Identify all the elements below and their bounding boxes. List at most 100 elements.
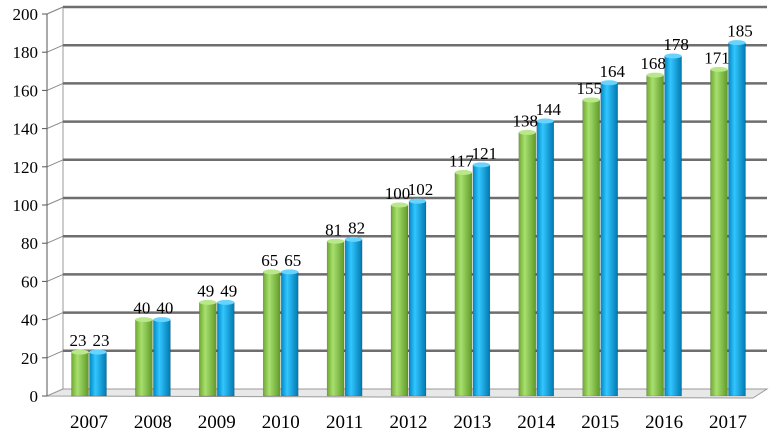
- data-label: 100: [385, 184, 411, 203]
- gridline-slant: [46, 6, 64, 15]
- gridline-slant: [46, 82, 64, 91]
- y-tick-label: 20: [21, 349, 38, 368]
- bar: [326, 241, 345, 397]
- bar-top: [153, 317, 171, 323]
- gridline-slant: [46, 197, 64, 206]
- bar-top: [199, 299, 217, 305]
- bar-top: [281, 269, 299, 275]
- data-label: 138: [513, 111, 539, 130]
- bar-top: [454, 170, 472, 176]
- bars: [71, 40, 746, 397]
- gridline-slant: [46, 44, 64, 53]
- bar: [472, 164, 491, 397]
- x-tick-label: 2010: [262, 412, 300, 433]
- gridline-slant: [46, 312, 64, 321]
- y-tick-label: 160: [13, 81, 39, 100]
- y-tick-label: 60: [21, 272, 38, 291]
- bar: [536, 120, 555, 397]
- bar-top: [710, 66, 728, 72]
- data-label: 121: [472, 144, 498, 163]
- gridline-slant: [46, 121, 64, 130]
- y-tick-label: 100: [13, 196, 39, 215]
- bar-top: [391, 202, 408, 208]
- bar-top: [409, 198, 426, 204]
- bar: [646, 74, 664, 397]
- data-label: 155: [576, 79, 602, 98]
- gridline-slant: [46, 235, 64, 244]
- x-tick-label: 2016: [645, 412, 683, 433]
- bar: [153, 319, 171, 397]
- bar: [408, 200, 427, 397]
- data-label: 81: [325, 220, 342, 239]
- bar-top: [263, 269, 281, 275]
- y-axis: 0 20 40 60 80 100 120 140 160 180 200: [13, 5, 48, 406]
- bar: [728, 42, 746, 397]
- data-label: 144: [536, 100, 562, 119]
- bar-top: [89, 349, 107, 355]
- bar-top: [728, 40, 746, 46]
- gridline-slant: [46, 350, 64, 359]
- x-tick-label: 2009: [198, 412, 236, 433]
- x-tick-label: 2011: [326, 412, 363, 433]
- y-tick-label: 120: [13, 158, 39, 177]
- data-label: 168: [640, 54, 666, 73]
- bar-top: [345, 236, 363, 242]
- x-tick-label: 2015: [581, 412, 619, 433]
- data-label: 65: [284, 251, 301, 270]
- y-tick-label: 200: [13, 5, 39, 24]
- y-tick-label: 0: [30, 387, 39, 406]
- bar-top: [518, 129, 536, 135]
- bar: [600, 82, 618, 397]
- bar: [71, 351, 89, 397]
- gridline-slant: [46, 273, 64, 282]
- data-label: 102: [408, 180, 434, 199]
- bar: [344, 239, 363, 397]
- bar-top: [472, 162, 490, 168]
- bar: [582, 99, 600, 397]
- bar: [390, 204, 409, 397]
- bar-top: [664, 53, 682, 59]
- y-tick-label: 180: [13, 43, 39, 62]
- bar-top: [600, 80, 618, 86]
- x-tick-label: 2014: [517, 412, 556, 433]
- bar: [262, 271, 281, 397]
- data-label: 49: [197, 281, 214, 300]
- data-label: 65: [261, 251, 278, 270]
- data-label: 49: [220, 281, 237, 300]
- y-tick-label: 40: [21, 311, 38, 330]
- data-label: 23: [93, 331, 110, 350]
- x-axis: 2007 2008 2009 2010 2011 2012 2013 2014 2015 2016…: [70, 412, 747, 433]
- bar-top: [71, 349, 89, 355]
- data-label: 185: [727, 22, 753, 41]
- x-tick-label: 2007: [70, 412, 108, 433]
- data-label: 40: [133, 299, 150, 318]
- data-label: 171: [704, 48, 730, 67]
- bar: [89, 351, 107, 397]
- bar-top: [135, 317, 153, 323]
- x-tick-label: 2017: [709, 412, 747, 433]
- bar: [217, 302, 235, 397]
- y-tick-label: 140: [13, 120, 39, 139]
- data-label: 23: [70, 331, 87, 350]
- bar-top: [536, 118, 554, 124]
- data-label: 82: [348, 218, 365, 237]
- y-tick-label: 80: [21, 234, 38, 253]
- bar-top: [582, 97, 600, 103]
- bar-top: [646, 72, 664, 78]
- bar: [280, 271, 299, 397]
- x-tick-label: 2012: [390, 412, 428, 433]
- bar: [664, 55, 682, 397]
- data-label: 164: [599, 62, 625, 81]
- gridline-slant: [46, 159, 64, 168]
- bar: [518, 132, 537, 397]
- data-label: 117: [449, 152, 474, 171]
- bar: [710, 69, 728, 397]
- bar-top: [217, 299, 235, 305]
- bar: [135, 319, 153, 397]
- data-label: 40: [156, 299, 173, 318]
- x-tick-label: 2008: [134, 412, 172, 433]
- data-label: 178: [663, 35, 689, 54]
